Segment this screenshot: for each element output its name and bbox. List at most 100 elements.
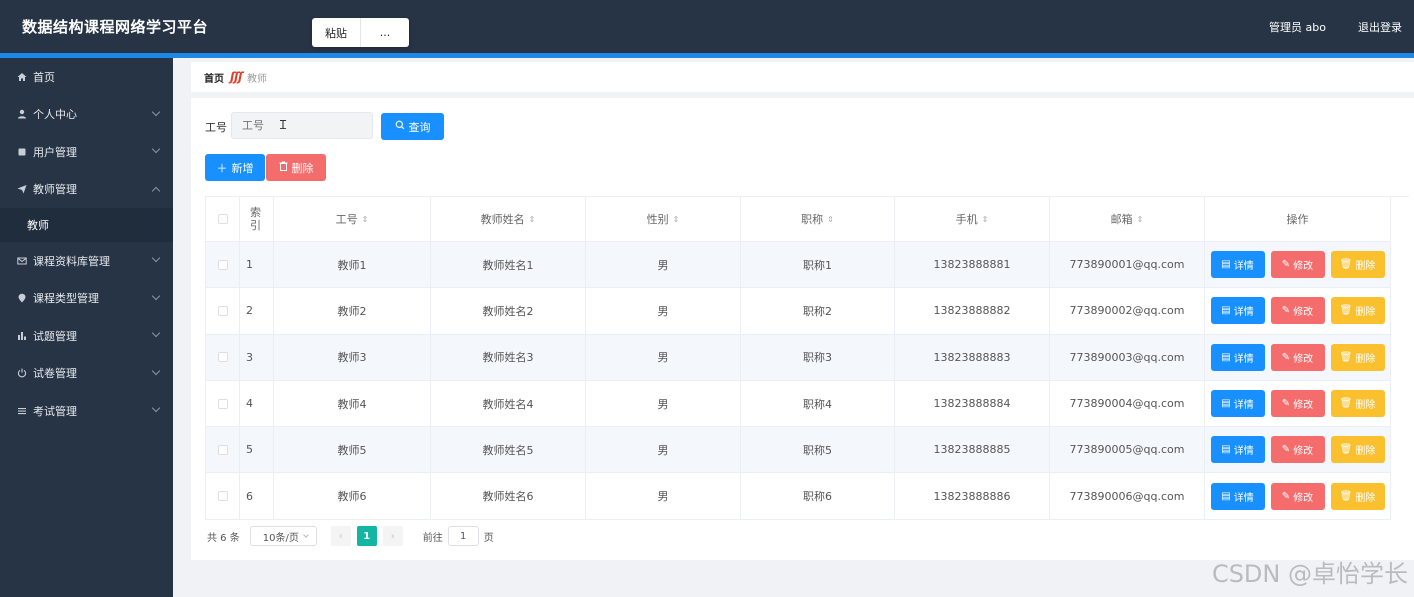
detail-button[interactable]: ▤ 详情 [1210,343,1265,371]
cell-phone: 13823888882 [895,288,1050,335]
table-header-row: 索引 工号 ⇕ 教师姓名 ⇕ 性别 ⇕ 职称 ⇕ 手机 ⇕ 邮箱 ⇕ 操作 [206,197,1409,242]
cell-title: 职称1 [741,242,895,289]
document-icon: ▤ [1221,490,1231,502]
header-phone[interactable]: 手机 ⇕ [895,197,1050,242]
edit-button[interactable]: ✎ 修改 [1270,482,1325,510]
cell-title: 职称2 [741,288,895,335]
teacher-no-search-input[interactable] [231,112,373,139]
pencil-icon: ✎ [1281,490,1291,502]
row-checkbox[interactable] [217,352,228,363]
document-icon: ▤ [1221,305,1231,317]
select-all-checkbox[interactable] [217,214,228,224]
query-button[interactable]: 查询 [381,113,444,140]
table-row: 3 教师3 教师姓名3 男职称3 13823888883 773890003@qq.com… [206,334,1409,381]
detail-button[interactable]: ▤ 详情 [1210,436,1265,464]
pencil-icon: ✎ [1281,259,1291,271]
cell-email: 773890002@qq.com [1050,288,1205,335]
page-size-select[interactable]: 10条/页 [249,526,317,546]
cell-name: 教师姓名6 [431,473,586,520]
header-operations: 操作 [1205,197,1391,242]
delete-button[interactable]: 🗑 删除 [1330,390,1385,418]
sidebar-subitem-teacher[interactable]: 教师 [0,208,173,242]
search-icon [395,120,405,133]
delete-button[interactable]: 🗑 删除 [1330,251,1385,279]
row-checkbox[interactable] [217,444,228,455]
edit-button[interactable]: ✎ 修改 [1270,343,1325,371]
breadcrumb-current: 教师 [246,73,267,85]
delete-button[interactable]: 🗑 删除 [1330,482,1385,510]
sidebar-item-teacher-management[interactable]: 教师管理 [0,171,173,209]
send-icon [17,184,27,194]
delete-button[interactable]: 🗑 删除 [1330,297,1385,325]
header-email[interactable]: 邮箱 ⇕ [1050,197,1205,242]
delete-button-label: 删除 [1355,492,1376,504]
header-title[interactable]: 职称 ⇕ [741,197,895,242]
row-actions: ▤ 详情 ✎ 修改 🗑 删除 [1205,380,1391,428]
pagination: 共 6 条 10条/页 ‹ 1 › 前往 页 [207,526,494,546]
row-checkbox[interactable] [217,259,228,270]
sidebar-item-users[interactable]: 用户管理 [0,133,173,171]
detail-button[interactable]: ▤ 详情 [1210,297,1265,325]
row-checkbox[interactable] [217,398,228,409]
breadcrumb-home[interactable]: 首页 [204,73,224,85]
row-checkbox[interactable] [217,305,228,316]
sort-icon: ⇕ [1136,214,1144,224]
sidebar-item-personal-center[interactable]: 个人中心 [0,96,173,134]
cell-sex: 男 [586,288,741,335]
sidebar-item-label: 教师管理 [33,183,77,197]
pagination-total: 共 6 条 [207,532,240,544]
teacher-table: 索引 工号 ⇕ 教师姓名 ⇕ 性别 ⇕ 职称 ⇕ 手机 ⇕ 邮箱 ⇕ 操作 1 教师1 教师姓名… [205,196,1409,520]
sort-icon: ⇕ [827,214,834,224]
sidebar-item-papers[interactable]: 试卷管理 [0,355,173,393]
edit-button[interactable]: ✎ 修改 [1270,390,1325,418]
delete-button[interactable]: 🗑 删除 [1330,436,1385,464]
prev-page-button[interactable]: ‹ [330,526,351,546]
cell-no: 教师2 [274,288,431,335]
edit-button[interactable]: ✎ 修改 [1270,436,1325,464]
paste-menu-item[interactable]: 粘贴 [325,26,347,40]
header-sex[interactable]: 性别 ⇕ [586,197,741,242]
sidebar-item-label: 个人中心 [33,108,77,122]
cell-index: 4 [240,380,274,428]
select-all-cell [206,197,240,242]
cell-name: 教师姓名5 [431,427,586,474]
edit-button-label: 修改 [1293,261,1314,273]
sidebar-item-questions[interactable]: 试题管理 [0,317,173,355]
paste-popup-menu: 粘贴 ... [312,18,409,47]
sort-icon: ⇕ [981,214,989,224]
add-button[interactable]: ＋ 新增 [205,154,265,181]
cell-phone: 13823888883 [895,334,1050,381]
cell-no: 教师6 [274,473,431,520]
edit-button[interactable]: ✎ 修改 [1270,297,1325,325]
header-teacher-name[interactable]: 教师姓名 ⇕ [431,197,586,242]
sidebar-item-course-types[interactable]: 课程类型管理 [0,280,173,318]
delete-button[interactable]: 🗑 删除 [1330,343,1385,371]
detail-button-label: 详情 [1233,400,1254,412]
detail-button[interactable]: ▤ 详情 [1210,390,1265,418]
goto-page-input[interactable] [447,526,479,546]
batch-delete-button[interactable]: 删除 [266,154,326,181]
chevron-down-icon [151,144,161,154]
breadcrumb-separator-icon: ʃʃʃ [230,70,243,84]
detail-button-label: 详情 [1233,353,1254,365]
delete-button-label: 删除 [1355,353,1376,365]
next-page-button[interactable]: › [382,526,403,546]
header-teacher-no[interactable]: 工号 ⇕ [274,197,431,242]
sidebar-item-home[interactable]: 首页 [0,58,173,96]
edit-button-label: 修改 [1293,353,1314,365]
detail-button[interactable]: ▤ 详情 [1210,482,1265,510]
more-menu-item[interactable]: ... [360,18,409,47]
detail-button[interactable]: ▤ 详情 [1210,251,1265,279]
cell-sex: 男 [586,334,741,381]
page-number-current[interactable]: 1 [356,526,377,546]
sidebar-item-label: 试题管理 [33,329,77,343]
edit-button[interactable]: ✎ 修改 [1270,251,1325,279]
table-row: 5 教师5 教师姓名5 男职称5 13823888885 773890005@qq.com… [206,427,1409,474]
row-checkbox[interactable] [217,491,228,502]
cell-sex: 男 [586,380,741,428]
chevron-down-icon [151,253,161,263]
sidebar-item-course-materials[interactable]: 课程资料库管理 [0,242,173,280]
sidebar-item-exams[interactable]: 考试管理 [0,392,173,430]
logout-link[interactable]: 退出登录 [1358,21,1402,34]
header-index: 索引 [240,197,274,242]
